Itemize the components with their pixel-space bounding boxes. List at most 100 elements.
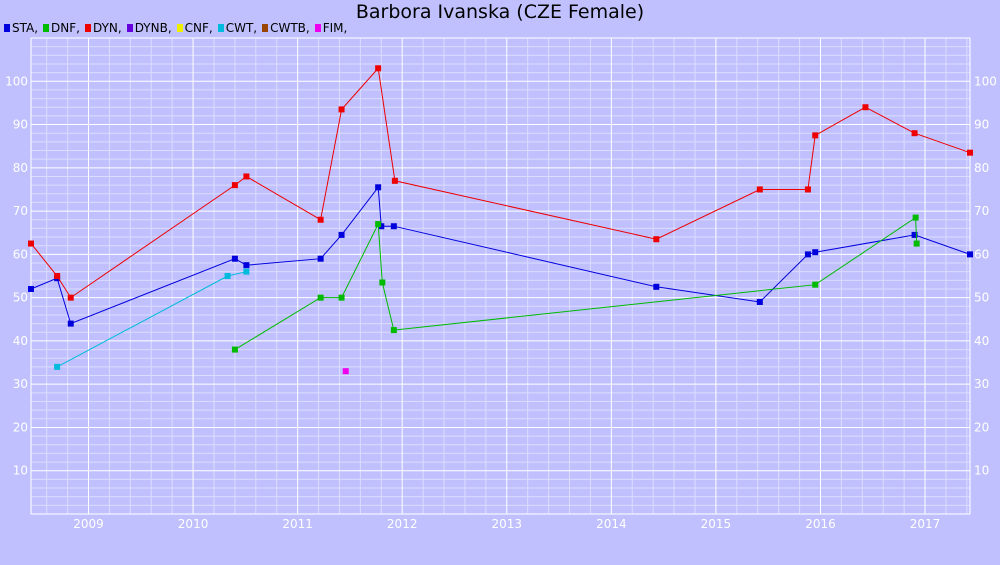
y-tick-label-right: 60: [974, 247, 989, 261]
x-tick-label: 2014: [596, 517, 627, 531]
legend-label: DYN,: [92, 21, 122, 35]
series-line-dyn: [30, 67, 971, 299]
data-point-sta: [756, 298, 763, 305]
legend-item: DYNB,: [126, 20, 172, 36]
data-point-dnf: [375, 221, 382, 228]
data-point-sta: [67, 320, 74, 327]
legend-label: CNF,: [184, 21, 213, 35]
y-tick-label-left: 100: [5, 74, 28, 88]
data-point-cwt: [54, 363, 61, 370]
data-point-sta: [375, 184, 382, 191]
legend-label: CWT,: [225, 21, 258, 35]
data-point-dnf: [379, 279, 386, 286]
y-tick-label-left: 10: [13, 464, 28, 478]
y-tick-label-left: 20: [13, 420, 28, 434]
data-point-fim: [342, 368, 349, 375]
y-tick-label-right: 40: [974, 334, 989, 348]
data-point-sta: [911, 231, 918, 238]
data-point-dyn: [243, 173, 250, 180]
legend-label: DNF,: [51, 21, 80, 35]
legend-item: CNF,: [176, 20, 213, 36]
data-point-dnf: [812, 281, 819, 288]
legend-item: DNF,: [43, 20, 80, 36]
data-point-dnf: [231, 346, 238, 353]
data-point-dyn: [911, 130, 918, 137]
x-tick-label: 2012: [387, 517, 418, 531]
legend-label: CWTB,: [270, 21, 310, 35]
data-point-dyn: [391, 177, 398, 184]
data-point-dyn: [804, 186, 811, 193]
data-point-sta: [317, 255, 324, 262]
legend-item: CWT,: [217, 20, 258, 36]
legend-swatch: [217, 24, 224, 32]
legend-swatch: [176, 24, 183, 32]
x-tick-label: 2017: [910, 517, 941, 531]
x-tick-label: 2015: [701, 517, 732, 531]
legend-item: STA,: [4, 20, 38, 36]
x-tick-label: 2010: [178, 517, 209, 531]
legend-label: FIM,: [322, 21, 348, 35]
y-tick-label-left: 60: [13, 247, 28, 261]
y-tick-label-right: 70: [974, 204, 989, 218]
data-point-dyn: [231, 182, 238, 189]
data-point-dnf: [913, 240, 920, 247]
y-tick-label-left: 80: [13, 161, 28, 175]
x-tick-label: 2016: [805, 517, 836, 531]
y-tick-label-right: 90: [974, 118, 989, 132]
chart-title: Barbora Ivanska (CZE Female): [355, 1, 645, 23]
data-point-sta: [231, 255, 238, 262]
data-point-cwt: [224, 273, 231, 279]
data-point-dyn: [812, 132, 819, 139]
x-tick-label: 2011: [282, 517, 313, 531]
y-tick-label-left: 50: [13, 291, 28, 305]
data-point-sta: [967, 251, 973, 258]
x-tick-label: 2009: [73, 517, 104, 531]
y-tick-label-left: 70: [13, 204, 28, 218]
data-point-dnf: [338, 294, 345, 301]
data-point-sta: [653, 283, 660, 290]
legend-item: DYN,: [84, 20, 122, 36]
legend-swatch: [314, 24, 321, 32]
data-point-sta: [338, 231, 345, 238]
data-point-sta: [243, 262, 250, 269]
data-point-dyn: [862, 104, 869, 111]
data-point-dyn: [28, 240, 34, 247]
data-point-sta: [812, 249, 819, 256]
y-tick-label-right: 80: [974, 161, 989, 175]
data-point-sta: [28, 285, 34, 292]
data-point-dyn: [54, 273, 61, 279]
legend-item: CWTB,: [262, 20, 310, 36]
x-tick-label: 2013: [492, 517, 523, 531]
data-point-dnf: [317, 294, 324, 301]
legend-label: DYNB,: [134, 21, 172, 35]
legend-swatch: [262, 24, 269, 32]
legend-item: FIM,: [314, 20, 348, 36]
data-point-sta: [804, 251, 811, 258]
data-point-dnf: [912, 214, 919, 221]
data-point-dyn: [67, 294, 74, 301]
y-tick-label-right: 30: [974, 377, 989, 391]
legend-swatch: [4, 24, 10, 32]
data-point-cwt: [243, 268, 250, 275]
y-tick-label-right: 20: [974, 420, 989, 434]
data-point-dyn: [317, 216, 324, 223]
y-tick-label-right: 50: [974, 291, 989, 305]
data-point-sta: [390, 223, 397, 230]
y-tick-label-right: 10: [974, 464, 989, 478]
plot-frame: [30, 37, 971, 515]
legend-swatch: [84, 24, 91, 32]
legend-swatch: [126, 24, 133, 32]
y-tick-label-left: 30: [13, 377, 28, 391]
series-line-sta: [30, 185, 971, 325]
legend-swatch: [43, 24, 50, 32]
data-point-dyn: [756, 186, 763, 193]
y-tick-label-left: 90: [13, 118, 28, 132]
data-point-dyn: [653, 236, 660, 243]
data-point-dnf: [390, 327, 397, 334]
y-tick-label-right: 100: [974, 74, 997, 88]
legend-label: STA,: [12, 21, 39, 35]
data-point-dyn: [338, 106, 345, 113]
data-point-dyn: [967, 149, 973, 156]
